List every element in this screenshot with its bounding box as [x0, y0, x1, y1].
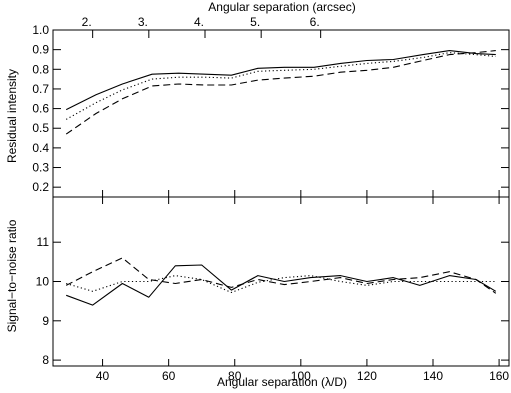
- top-series-solid: [65, 50, 496, 111]
- bottom-series-solid: [66, 264, 497, 306]
- y-tick-label: 11: [37, 235, 50, 249]
- x-tick-label: 100: [291, 369, 311, 383]
- y-tick-label: 8: [42, 353, 49, 367]
- y-tick-label: 9: [42, 314, 49, 328]
- top-axis-label: Angular separation (arcsec): [208, 0, 355, 14]
- y-tick-label: 1.0: [32, 23, 49, 37]
- y-tick-label: 0.9: [32, 43, 49, 57]
- top-x-tick-label: 5.: [250, 15, 260, 29]
- top-series-dashed: [65, 50, 496, 135]
- x-tick-label: 120: [357, 369, 377, 383]
- top-x-tick-label: 6.: [310, 15, 320, 29]
- y-tick-label: 0.2: [32, 180, 49, 194]
- y-axis-label-bottom: Signal−to−noise ratio: [5, 219, 19, 332]
- bottom-series-dashed: [65, 257, 497, 294]
- top-panel: 0.2 0.3 0.4 0.5 0.6 0.7 0.8 0.9 1.0 2. 3. 4. 5. 6.: [32, 15, 510, 198]
- y-tick-label: 0.4: [32, 141, 49, 155]
- top-x-tick-label: 4.: [194, 15, 204, 29]
- y-axis-label-top: Residual intensity: [5, 69, 19, 163]
- y-tick-label: 0.8: [32, 62, 49, 76]
- bottom-panel: 8 9 10 11 40 60 80 100 120 140 160: [36, 196, 510, 383]
- x-tick-label: 160: [489, 369, 509, 383]
- plot-frame-top: [52, 29, 510, 198]
- x-axis-label: Angular separation (λ/D): [217, 375, 347, 389]
- top-x-tick-label: 2.: [82, 15, 92, 29]
- bottom-series-dotted: [66, 275, 496, 294]
- top-series-dotted: [65, 52, 496, 120]
- x-tick-label: 60: [162, 369, 176, 383]
- x-tick-label: 140: [423, 369, 443, 383]
- top-x-tick-label: 3.: [138, 15, 148, 29]
- y-tick-label: 0.5: [32, 121, 49, 135]
- y-tick-label: 0.3: [32, 161, 49, 175]
- y-tick-label: 10: [36, 275, 50, 289]
- x-tick-label: 40: [96, 369, 110, 383]
- y-tick-label: 0.7: [32, 82, 49, 96]
- x-tick-label: 80: [228, 369, 242, 383]
- y-tick-label: 0.6: [32, 102, 49, 116]
